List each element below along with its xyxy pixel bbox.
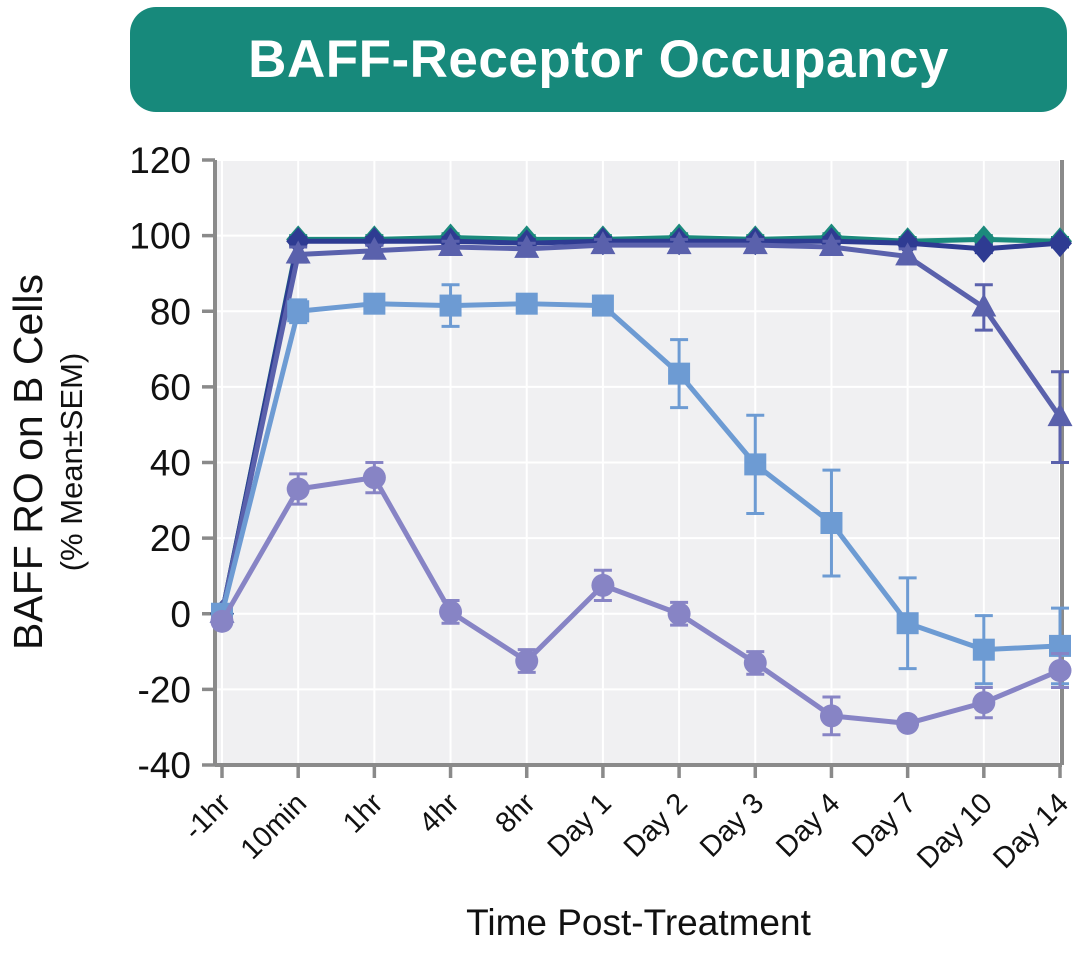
x-tick-label: Day 3 [694,787,770,863]
series-purple-circle [210,461,1072,737]
y-tick-label: 40 [150,443,191,484]
chart-title: BAFF-Receptor Occupancy [248,30,949,89]
series-slate-triangle [209,231,1073,623]
y-tick-label: -20 [138,669,191,710]
y-axis-title: BAFF RO on B Cells [5,274,51,650]
chart-title-banner: BAFF-Receptor Occupancy [130,7,1067,112]
x-tick-label: 4hr [413,787,466,840]
x-tick-label: 10min [235,787,313,865]
x-tick-label: Day 4 [770,787,846,863]
x-tick-label: -1hr [178,787,237,846]
x-tick-label: 1hr [337,787,390,840]
y-axis-labels: 120 100 80 60 40 20 0 -20 -40 [129,140,191,786]
x-axis-title: Time Post-Treatment [466,902,811,943]
x-tick-label: Day 14 [987,787,1075,875]
y-axis-subtitle: (% Mean±SEM) [54,353,89,572]
y-tick-label: 120 [129,140,191,181]
x-tick-label: Day 2 [618,787,694,863]
y-tick-label: 20 [150,518,191,559]
y-tick-label: 0 [170,594,191,635]
x-tick-label: Day 10 [911,787,999,875]
y-tick-label: 60 [150,367,191,408]
x-tick-label: 8hr [489,787,542,840]
y-tick-label: 80 [150,291,191,332]
x-tick-label: Day 1 [542,787,618,863]
y-tick-label: -40 [138,745,191,786]
y-tick-label: 100 [129,216,191,257]
